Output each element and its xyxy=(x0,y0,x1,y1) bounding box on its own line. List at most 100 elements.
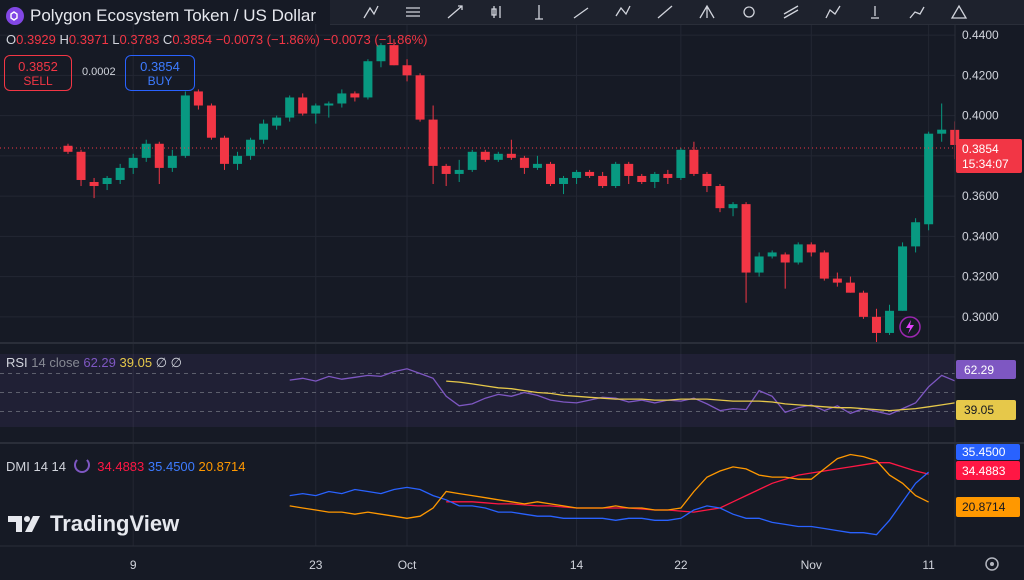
open-value: 0.3929 xyxy=(16,32,56,47)
y-tick-label: 0.3600 xyxy=(962,189,999,203)
dmi-params: 14 14 xyxy=(33,459,67,474)
candle xyxy=(741,202,751,303)
candle xyxy=(585,169,595,178)
x-tick-label: Nov xyxy=(801,558,822,572)
candle xyxy=(793,242,803,265)
dmi-series-2 xyxy=(289,453,929,519)
path-icon[interactable] xyxy=(612,2,634,22)
rsi-ma-value: 39.05 xyxy=(119,355,153,370)
settings-gear-icon[interactable] xyxy=(985,557,999,571)
brush-icon[interactable] xyxy=(906,2,928,22)
lines-tool-icon[interactable] xyxy=(402,2,424,22)
sell-label: SELL xyxy=(23,74,53,88)
candle xyxy=(298,93,308,116)
candle-tool-icon[interactable] xyxy=(486,2,508,22)
y-tick-label: 0.3400 xyxy=(962,229,999,243)
ohlc-readout: O0.3929 H0.3971 L0.3783 C0.3854 −0.0073 … xyxy=(6,32,428,47)
candle xyxy=(754,252,764,277)
sell-button[interactable]: 0.3852 SELL xyxy=(4,55,72,91)
polyline-icon[interactable] xyxy=(822,2,844,22)
candle xyxy=(702,171,712,193)
svg-text:39.05: 39.05 xyxy=(964,403,994,417)
candle xyxy=(728,202,738,217)
x-tick-label: Oct xyxy=(398,558,417,572)
candle xyxy=(898,242,908,311)
dmi-series-1 xyxy=(289,471,930,536)
candle xyxy=(285,95,295,122)
candle xyxy=(506,139,516,160)
svg-text:34.4883: 34.4883 xyxy=(962,464,1006,478)
candle xyxy=(376,43,386,68)
candle xyxy=(532,155,542,170)
anchor-line-icon[interactable] xyxy=(864,2,886,22)
candle xyxy=(845,276,855,293)
pdi-value: 35.4500 xyxy=(147,459,195,474)
x-tick-label: 9 xyxy=(130,558,137,572)
candle xyxy=(689,141,699,176)
candle xyxy=(180,91,190,158)
rsi-extra: ∅ ∅ xyxy=(155,355,182,370)
candle xyxy=(128,153,138,174)
candle xyxy=(89,177,99,199)
rsi-series-0 xyxy=(289,368,955,416)
x-tick-label: 23 xyxy=(309,558,323,572)
rsi-params: 14 close xyxy=(31,355,80,370)
rsi-legend[interactable]: RSI 14 close 62.29 39.05 ∅ ∅ xyxy=(6,355,182,371)
dmi-series-0 xyxy=(446,462,929,513)
candle xyxy=(519,155,529,174)
symbol-title[interactable]: Polygon Ecosystem Token / US Dollar xyxy=(30,6,316,25)
candle xyxy=(937,103,947,142)
dmi-name: DMI xyxy=(6,459,30,474)
spread-value: 0.0002 xyxy=(82,66,116,78)
candle xyxy=(76,149,86,187)
candle xyxy=(806,242,816,257)
tradingview-watermark: TradingView xyxy=(8,511,179,537)
svg-text:35.4500: 35.4500 xyxy=(962,445,1006,459)
parallel-channel-icon[interactable] xyxy=(780,2,802,22)
candle xyxy=(480,149,490,162)
y-tick-label: 0.3200 xyxy=(962,270,999,284)
candle xyxy=(871,308,881,344)
candle xyxy=(219,135,229,170)
buy-button[interactable]: 0.3854 BUY xyxy=(125,55,195,91)
candle xyxy=(246,137,256,160)
rsi-name: RSI xyxy=(6,355,28,370)
candle xyxy=(832,272,842,287)
arrows-icon[interactable] xyxy=(444,2,466,22)
candle xyxy=(63,143,73,154)
x-tick-label: 11 xyxy=(922,558,935,572)
trend-line-icon[interactable] xyxy=(654,2,676,22)
candle xyxy=(233,151,243,170)
candle xyxy=(493,151,503,162)
rsi-value-tag: 62.29 xyxy=(956,360,1016,379)
candle xyxy=(141,139,151,162)
candle xyxy=(611,161,621,189)
mdi-value-tag: 20.8714 xyxy=(956,497,1020,517)
candle xyxy=(624,161,634,185)
candle xyxy=(272,115,282,130)
candle xyxy=(676,147,686,180)
rsi-series-1 xyxy=(446,380,955,412)
sell-price: 0.3852 xyxy=(18,59,58,74)
candle xyxy=(363,59,373,100)
tradingview-logo-icon xyxy=(8,514,42,534)
lightning-alert-icon[interactable] xyxy=(899,316,921,338)
y-tick-label: 0.4200 xyxy=(962,68,999,82)
vertical-line-icon[interactable] xyxy=(528,2,550,22)
candle xyxy=(663,169,673,185)
candle xyxy=(324,101,334,118)
ray-icon[interactable] xyxy=(570,2,592,22)
pitchfork-icon[interactable] xyxy=(696,2,718,22)
triangle-icon[interactable] xyxy=(948,2,970,22)
dmi-legend[interactable]: DMI 14 14 34.4883 35.4500 20.8714 xyxy=(6,457,246,474)
circle-tool-icon[interactable] xyxy=(738,2,760,22)
candle xyxy=(350,91,360,102)
pattern-tool-icon[interactable] xyxy=(360,2,382,22)
loading-spinner-icon xyxy=(73,457,90,473)
x-tick-label: 22 xyxy=(674,558,688,572)
candle xyxy=(650,171,660,189)
candle xyxy=(337,89,347,108)
buy-price: 0.3854 xyxy=(140,59,180,74)
candle xyxy=(311,103,321,124)
